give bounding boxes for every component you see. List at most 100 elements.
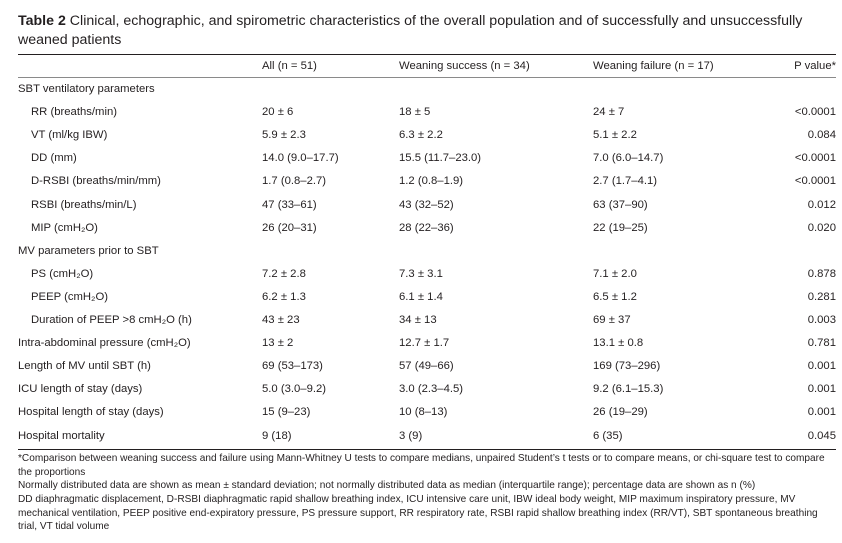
cell-success: 15.5 (11.7–23.0) — [399, 152, 482, 165]
cell-pvalue: 0.001 — [807, 383, 836, 396]
cell-success: 3.0 (2.3–4.5) — [399, 383, 464, 396]
caption-text: Clinical, echographic, and spirometric c… — [18, 13, 803, 48]
cell-all: 9 (18) — [262, 429, 292, 442]
row-label: Duration of PEEP >8 cmH₂O (h) — [31, 314, 192, 326]
cell-all: 14.0 (9.0–17.7) — [262, 152, 339, 165]
table-row: PEEP (cmH₂O) 6.2 ± 1.3 6.1 ± 1.4 6.5 ± 1.2 0… — [18, 286, 836, 308]
header-pvalue: P value* — [794, 60, 836, 72]
footnote-data-format: Normally distributed data are shown as m… — [18, 480, 756, 491]
cell-pvalue: 0.001 — [807, 406, 836, 419]
cell-success: 10 (8–13) — [399, 406, 448, 419]
cell-all: 7.2 ± 2.8 — [262, 267, 306, 280]
cell-success: 28 (22–36) — [399, 221, 454, 234]
cell-pvalue: 0.001 — [807, 360, 836, 373]
table-header: All (n = 51) Weaning success (n = 34) We… — [18, 55, 836, 77]
cell-failure: 6.5 ± 1.2 — [593, 290, 637, 303]
table-row: D-RSBI (breaths/min/mm) 1.7 (0.8–2.7) 1.2 … — [18, 170, 836, 192]
cell-failure: 9.2 (6.1–15.3) — [593, 383, 664, 396]
cell-all: 13 ± 2 — [262, 337, 294, 350]
cell-all: 1.7 (0.8–2.7) — [262, 175, 327, 188]
cell-success: 18 ± 5 — [399, 106, 431, 119]
cell-all: 20 ± 6 — [262, 106, 294, 119]
cell-success: 7.3 ± 3.1 — [399, 267, 443, 280]
row-label: RSBI (breaths/min/L) — [31, 198, 137, 211]
cell-all: 6.2 ± 1.3 — [262, 290, 306, 303]
cell-pvalue: 0.003 — [807, 314, 836, 326]
cell-pvalue: 0.281 — [807, 290, 836, 303]
row-label: MIP (cmH₂O) — [31, 221, 98, 234]
cell-success: 6.3 ± 2.2 — [399, 129, 443, 142]
header-all: All (n = 51) — [262, 60, 317, 72]
cell-all: 43 ± 23 — [262, 314, 300, 326]
table-row: Duration of PEEP >8 cmH₂O (h) 43 ± 23 34 ±… — [18, 309, 836, 331]
cell-success: 6.1 ± 1.4 — [399, 290, 443, 303]
cell-failure: 22 (19–25) — [593, 221, 648, 234]
cell-success: 12.7 ± 1.7 — [399, 337, 450, 350]
footnote-comparison: *Comparison between weaning success and … — [18, 453, 825, 478]
header-rule — [18, 77, 836, 78]
cell-all: 47 (33–61) — [262, 198, 317, 211]
cell-failure: 6 (35) — [593, 429, 623, 442]
row-label: RR (breaths/min) — [31, 106, 118, 119]
table-row: PS (cmH₂O) 7.2 ± 2.8 7.3 ± 3.1 7.1 ± 2.0 0.8… — [18, 263, 836, 285]
row-label: Length of MV until SBT (h) — [18, 360, 151, 373]
cell-all: 5.9 ± 2.3 — [262, 129, 306, 142]
header-success: Weaning success (n = 34) — [399, 60, 530, 72]
table-row: SBT ventilatory parameters — [18, 78, 836, 100]
cell-all: 5.0 (3.0–9.2) — [262, 383, 327, 396]
cell-success: 43 (32–52) — [399, 198, 454, 211]
row-label: D-RSBI (breaths/min/mm) — [31, 175, 161, 188]
row-label: DD (mm) — [31, 152, 77, 165]
row-label: SBT ventilatory parameters — [18, 83, 155, 95]
row-label: PEEP (cmH₂O) — [31, 290, 108, 303]
cell-failure: 13.1 ± 0.8 — [593, 337, 644, 350]
cell-failure: 24 ± 7 — [593, 106, 625, 119]
cell-pvalue: 0.045 — [807, 429, 836, 442]
cell-failure: 63 (37–90) — [593, 198, 648, 211]
footnote-abbreviations: DD diaphragmatic displacement, D-RSBI di… — [18, 494, 818, 532]
cell-all: 26 (20–31) — [262, 221, 317, 234]
cell-success: 57 (49–66) — [399, 360, 454, 373]
cell-pvalue: 0.020 — [807, 221, 836, 234]
cell-success: 3 (9) — [399, 429, 423, 442]
cell-failure: 5.1 ± 2.2 — [593, 129, 637, 142]
row-label: Hospital mortality — [18, 429, 105, 442]
cell-success: 1.2 (0.8–1.9) — [399, 175, 464, 188]
cell-pvalue: 0.012 — [807, 198, 836, 211]
table-row: RSBI (breaths/min/L) 47 (33–61) 43 (32–52)… — [18, 194, 836, 216]
table-row: ICU length of stay (days) 5.0 (3.0–9.2) 3.… — [18, 378, 836, 400]
table-row: Intra-abdominal pressure (cmH₂O) 13 ± 2 12… — [18, 332, 836, 354]
cell-pvalue: <0.0001 — [794, 106, 836, 119]
table-row: Hospital length of stay (days) 15 (9–23) 1… — [18, 401, 836, 423]
cell-failure: 2.7 (1.7–4.1) — [593, 175, 658, 188]
row-label: Intra-abdominal pressure (cmH₂O) — [18, 337, 191, 350]
cell-pvalue: <0.0001 — [794, 152, 836, 165]
top-rule — [18, 54, 836, 55]
cell-failure: 7.0 (6.0–14.7) — [593, 152, 664, 165]
cell-all: 69 (53–173) — [262, 360, 323, 373]
table-row: Hospital mortality 9 (18) 3 (9) 6 (35) 0.045 — [18, 425, 836, 447]
row-label: Hospital length of stay (days) — [18, 406, 164, 419]
table-row: VT (ml/kg IBW) 5.9 ± 2.3 6.3 ± 2.2 5.1 ± 2.… — [18, 124, 836, 146]
row-label: PS (cmH₂O) — [31, 267, 94, 280]
row-label: ICU length of stay (days) — [18, 383, 143, 396]
cell-pvalue: 0.878 — [807, 267, 836, 280]
table-caption: Table 2 Clinical, echographic, and spiro… — [18, 12, 828, 50]
table-row: MIP (cmH₂O) 26 (20–31) 28 (22–36) 22 (19–25… — [18, 217, 836, 239]
table-row: RR (breaths/min) 20 ± 6 18 ± 5 24 ± 7 <0.000… — [18, 101, 836, 123]
row-label: MV parameters prior to SBT — [18, 244, 159, 257]
cell-failure: 69 ± 37 — [593, 314, 631, 326]
table-row: Length of MV until SBT (h) 69 (53–173) 57 … — [18, 355, 836, 377]
table-row: DD (mm) 14.0 (9.0–17.7) 15.5 (11.7–23.0) 7.… — [18, 147, 836, 169]
cell-all: 15 (9–23) — [262, 406, 311, 419]
bottom-rule — [18, 449, 836, 450]
cell-failure: 26 (19–29) — [593, 406, 648, 419]
cell-failure: 169 (73–296) — [593, 360, 661, 373]
cell-success: 34 ± 13 — [399, 314, 437, 326]
cell-pvalue: <0.0001 — [794, 175, 836, 188]
row-label: VT (ml/kg IBW) — [31, 129, 108, 142]
cell-pvalue: 0.781 — [807, 337, 836, 350]
table-label: Table 2 — [18, 13, 66, 29]
cell-pvalue: 0.084 — [807, 129, 836, 142]
cell-failure: 7.1 ± 2.0 — [593, 267, 637, 280]
